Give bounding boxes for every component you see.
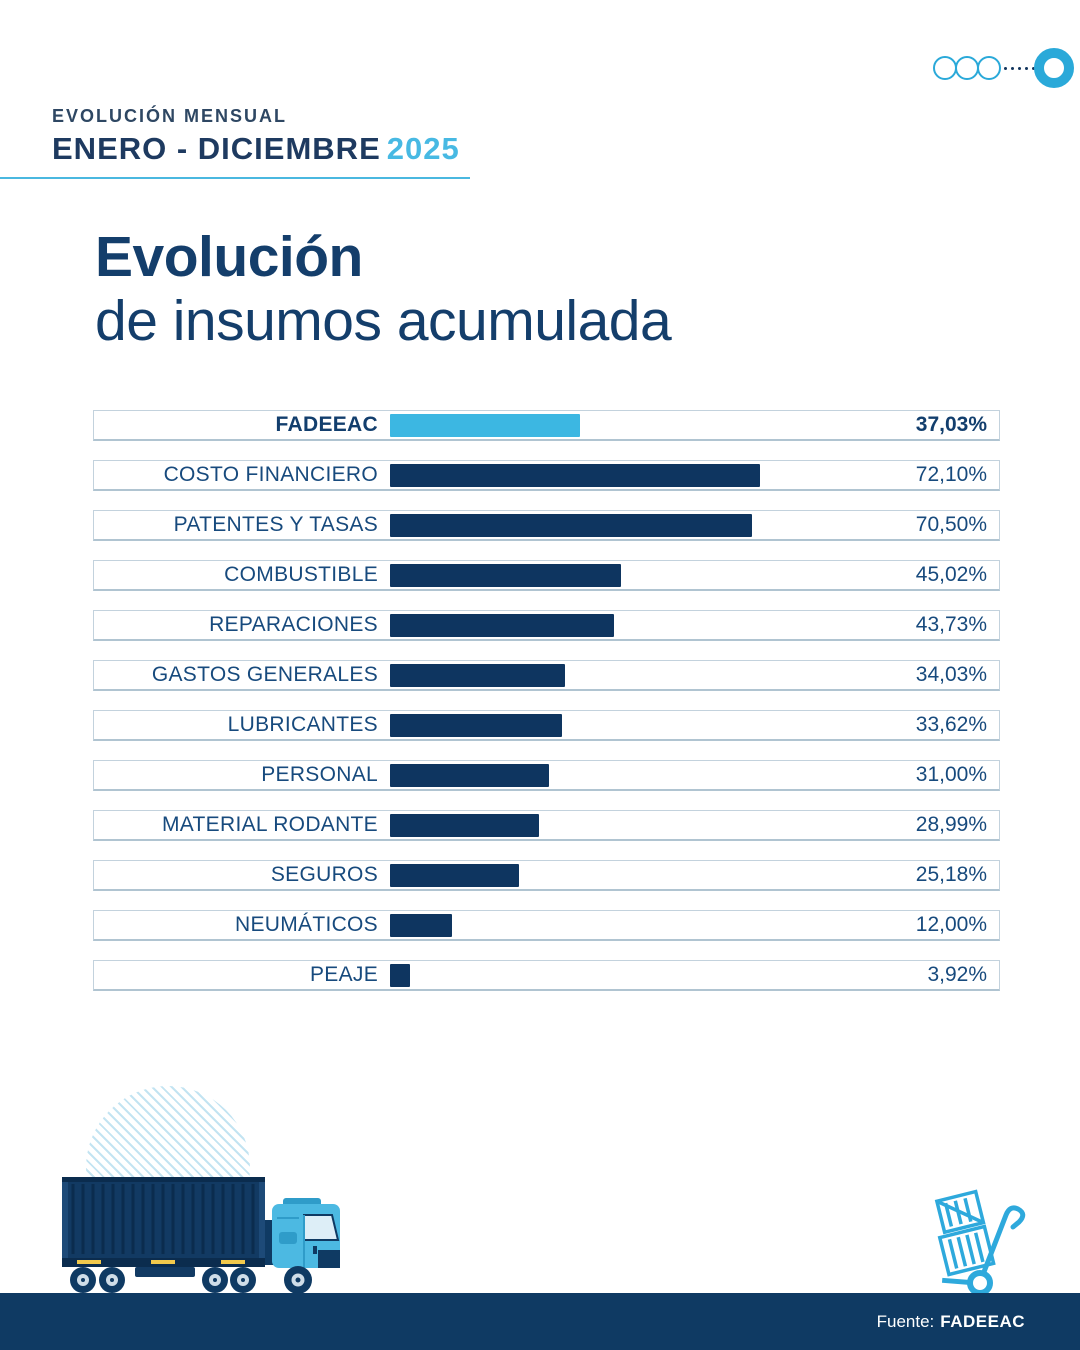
hand-truck-icon [934, 1189, 1026, 1295]
row-bar [390, 713, 563, 737]
row-bar [390, 513, 752, 537]
row-label: NEUMÁTICOS [234, 913, 378, 936]
row-bar-track [390, 963, 903, 987]
row-label: GASTOS GENERALES [151, 663, 378, 686]
logo-rings-icon [933, 46, 1074, 90]
chart-row: PATENTES Y TASAS 70,50% [93, 510, 1000, 541]
row-bar-track [390, 763, 903, 787]
page-title-line2: de insumos acumulada [95, 288, 672, 353]
row-label: REPARACIONES [209, 613, 378, 636]
header-period: ENERO - DICIEMBRE 2025 [52, 131, 460, 167]
row-label: COMBUSTIBLE [224, 563, 378, 586]
logo-ring-icon [933, 56, 957, 80]
chart-row: PEAJE 3,92% [93, 960, 1000, 991]
row-bar-track [390, 813, 903, 837]
row-bar-track [390, 663, 903, 687]
row-label: PEAJE [309, 963, 378, 986]
header-kicker: EVOLUCIÓN MENSUAL [52, 106, 288, 126]
logo-ring-icon [1034, 48, 1074, 88]
source-name: FADEEAC [940, 1311, 1025, 1331]
chart-row: GASTOS GENERALES 34,03% [93, 660, 1000, 691]
row-label: SEGUROS [270, 863, 378, 886]
row-bar-track [390, 863, 903, 887]
row-value: 37,03% [915, 413, 987, 436]
row-value: 72,10% [915, 463, 987, 486]
page-title: Evolución de insumos acumulada [95, 225, 672, 354]
row-value: 3,92% [927, 963, 987, 986]
row-bar-track [390, 513, 903, 537]
row-bar [390, 913, 452, 937]
row-bar [390, 813, 539, 837]
row-bar [390, 563, 621, 587]
row-value: 43,73% [915, 613, 987, 636]
chart-row: REPARACIONES 43,73% [93, 610, 1000, 641]
row-label: PATENTES Y TASAS [173, 513, 378, 536]
row-value: 34,03% [915, 663, 987, 686]
row-label: FADEEAC [275, 413, 378, 436]
row-bar [390, 863, 520, 887]
chart-row: NEUMÁTICOS 12,00% [93, 910, 1000, 941]
row-value: 12,00% [915, 913, 987, 936]
row-bar-track [390, 413, 903, 437]
header-year: 2025 [386, 131, 460, 166]
bar-chart: FADEEAC 37,03% COSTO FINANCIERO 72,10% PATEN… [93, 410, 1000, 1010]
row-label: MATERIAL RODANTE [162, 813, 378, 836]
header-period-range: ENERO - DICIEMBRE [52, 131, 381, 166]
truck-illustration [62, 1177, 340, 1294]
row-bar [390, 663, 565, 687]
row-bar [390, 963, 411, 987]
chart-row: MATERIAL RODANTE 28,99% [93, 810, 1000, 841]
chart-row: FADEEAC 37,03% [93, 410, 1000, 441]
header-rule [0, 177, 470, 179]
chart-row: PERSONAL 31,00% [93, 760, 1000, 791]
row-bar [390, 463, 760, 487]
row-value: 28,99% [915, 813, 987, 836]
footer-bar: Fuente: FADEEAC [0, 1293, 1080, 1350]
row-value: 70,50% [915, 513, 987, 536]
row-bar-track [390, 913, 903, 937]
row-value: 45,02% [915, 563, 987, 586]
logo-ring-icon [955, 56, 979, 80]
row-label: PERSONAL [261, 763, 378, 786]
chart-row: SEGUROS 25,18% [93, 860, 1000, 891]
chart-row: LUBRICANTES 33,62% [93, 710, 1000, 741]
row-label: LUBRICANTES [227, 713, 378, 736]
source-label: Fuente: [876, 1311, 935, 1331]
row-bar [390, 413, 580, 437]
row-bar-track [390, 713, 903, 737]
row-value: 25,18% [915, 863, 987, 886]
page-title-line1: Evolución [95, 225, 363, 289]
row-bar [390, 613, 615, 637]
row-bar-track [390, 613, 903, 637]
row-bar [390, 763, 550, 787]
row-label: COSTO FINANCIERO [163, 463, 378, 486]
row-value: 33,62% [915, 713, 987, 736]
logo-ring-icon [977, 56, 1001, 80]
chart-row: COMBUSTIBLE 45,02% [93, 560, 1000, 591]
row-bar-track [390, 563, 903, 587]
row-value: 31,00% [915, 763, 987, 786]
chart-row: COSTO FINANCIERO 72,10% [93, 460, 1000, 491]
row-bar-track [390, 463, 903, 487]
